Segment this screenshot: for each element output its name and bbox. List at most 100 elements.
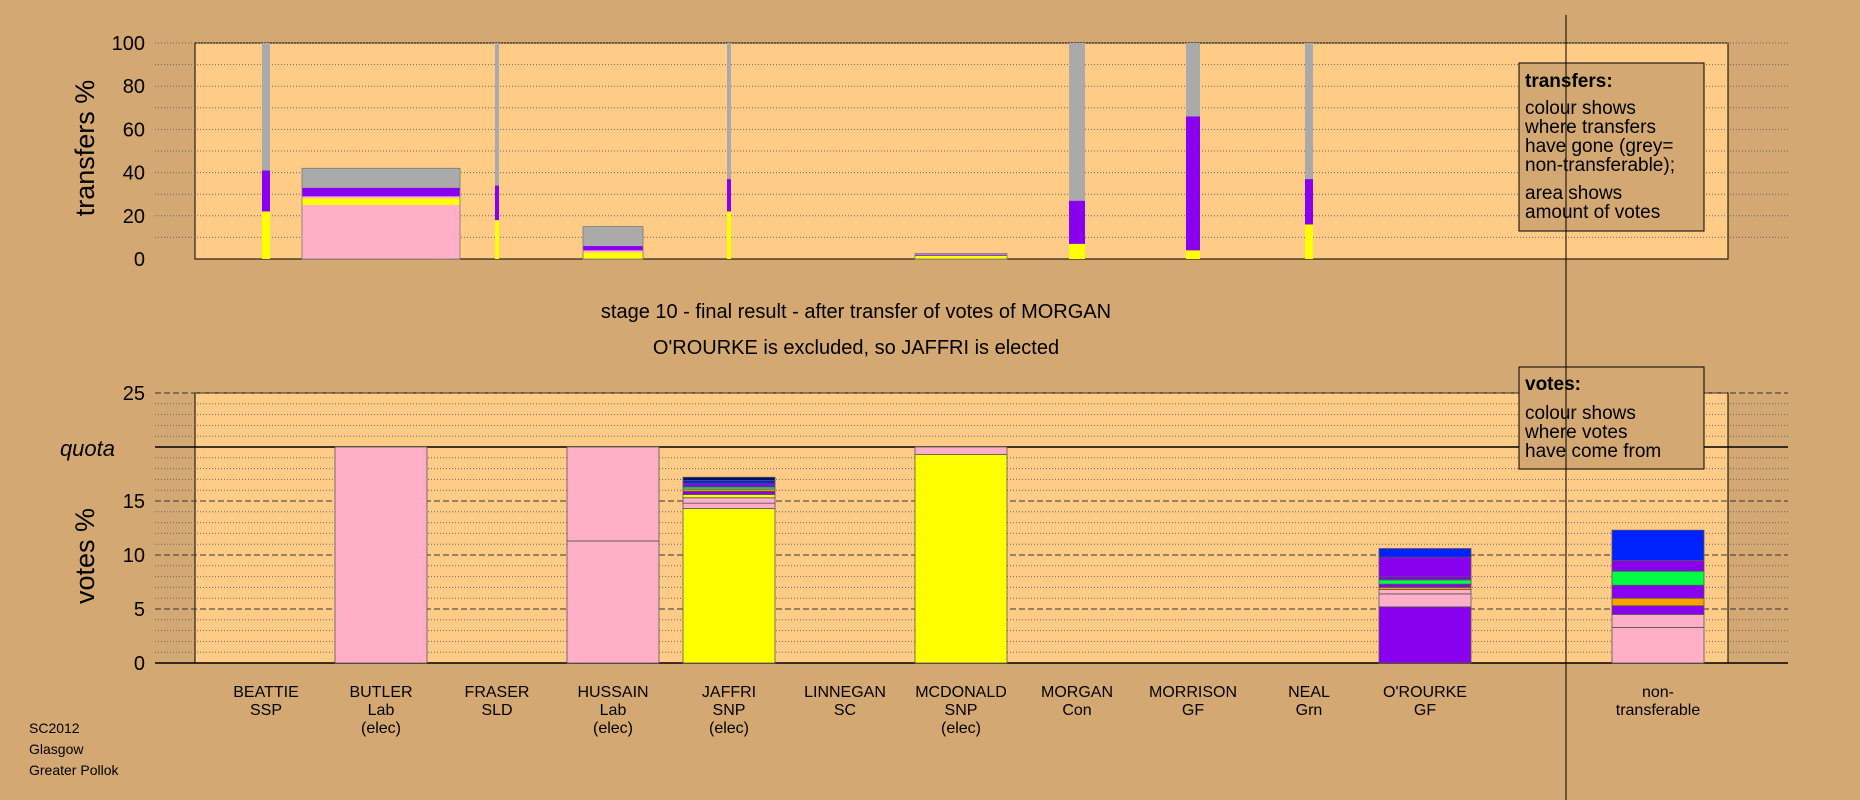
- transfers-bar-segment: [495, 220, 499, 259]
- candidate-party: Con: [1062, 702, 1091, 719]
- footer-line-1: SC2012: [29, 720, 80, 736]
- footer-line-2: Glasgow: [29, 741, 84, 757]
- transfers-bar-segment: [1069, 43, 1085, 201]
- candidate-name: JAFFRI: [702, 684, 756, 701]
- votes-legend-line: have come from: [1525, 441, 1661, 462]
- transfers-bar-segment: [495, 43, 499, 186]
- votes-bar-segment: [682, 490, 776, 495]
- transfers-bar-segment: [915, 255, 1007, 259]
- transfers-y-tick-label: 80: [123, 76, 145, 98]
- candidate-party: SNP: [945, 702, 978, 719]
- candidate-party: Lab: [368, 702, 395, 719]
- votes-bar-segment: [1611, 529, 1705, 561]
- transfers-legend-line: where transfers: [1524, 117, 1656, 138]
- transfers-gridlines: [155, 42, 1788, 238]
- votes-bar-segment: [1378, 576, 1472, 581]
- votes-bar-segment: [1611, 570, 1705, 586]
- transfers-y-ticks: 0 20 40 60 80 100: [112, 33, 145, 271]
- candidate-party: Grn: [1296, 702, 1323, 719]
- transfers-bar-outline: [914, 253, 1008, 260]
- transfers-y-tick-label: 60: [123, 119, 145, 141]
- transfers-bar-segment: [1305, 43, 1313, 180]
- votes-bar-segment: [682, 483, 776, 488]
- transfers-bar-segment: [583, 226, 643, 247]
- transfers-bar-segment: [262, 170, 270, 212]
- votes-bar-segment: [1378, 589, 1472, 595]
- votes-y-ticks: 0 5 10 15 25: [123, 383, 145, 675]
- transfers-legend-line: amount of votes: [1525, 202, 1660, 223]
- candidate-name: BEATTIE: [233, 684, 299, 701]
- candidate-party: GF: [1182, 702, 1204, 719]
- votes-bar-segment: [682, 508, 776, 664]
- candidate-party: SNP: [713, 702, 746, 719]
- candidate-party: SSP: [250, 702, 282, 719]
- transfers-bar-segment: [1186, 116, 1200, 251]
- candidate-name: O'ROURKE: [1383, 684, 1467, 701]
- transfers-legend: transfers: colour shows where transfers …: [1518, 62, 1705, 232]
- transfers-bars: [262, 43, 1313, 260]
- votes-bar-segment: [1378, 583, 1472, 588]
- votes-legend-title: votes:: [1525, 374, 1581, 395]
- votes-bar-segment: [682, 476, 776, 481]
- transfers-bar-outline: [582, 226, 644, 260]
- votes-bar-segment: [1378, 556, 1472, 577]
- votes-y-axis-title: votes %: [70, 508, 100, 604]
- transfers-bar-segment: [1069, 243, 1085, 259]
- votes-bar-segment: [566, 446, 660, 542]
- transfers-legend-line: non-transferable);: [1525, 155, 1675, 176]
- outcome-caption: O'ROURKE is excluded, so JAFFRI is elect…: [653, 337, 1059, 359]
- votes-legend: votes: colour shows where votes have com…: [1518, 366, 1705, 470]
- candidate-status: (elec): [593, 720, 633, 737]
- candidate-name: LINNEGAN: [804, 684, 886, 701]
- votes-bar-segment: [1611, 626, 1705, 664]
- candidate-status: (elec): [941, 720, 981, 737]
- transfers-bar-segment: [583, 252, 643, 259]
- votes-bar-segment: [1378, 606, 1472, 664]
- votes-bar-segment: [682, 480, 776, 485]
- votes-y-tick-label: 25: [123, 383, 145, 405]
- votes-bars: [334, 446, 1705, 664]
- candidate-name: HUSSAIN: [577, 684, 648, 701]
- candidate-party: GF: [1414, 702, 1436, 719]
- transfers-bar-segment: [1305, 224, 1313, 259]
- stage-caption: stage 10 - final result - after transfer…: [601, 301, 1111, 323]
- transfers-bar-segment: [262, 43, 270, 171]
- transfers-bar-segment: [302, 205, 460, 259]
- quota-label: quota: [60, 436, 115, 461]
- votes-bar-segment: [1378, 593, 1472, 608]
- transfers-y-axis-title: transfers %: [70, 80, 100, 217]
- votes-bar-segment: [914, 446, 1008, 455]
- candidate-name: MORGAN: [1041, 684, 1113, 701]
- votes-bar-segment: [682, 502, 776, 509]
- votes-bar-segment: [1611, 584, 1705, 599]
- candidate-name: non-: [1642, 684, 1674, 701]
- transfers-bar-segment: [1186, 43, 1200, 117]
- votes-bar-segment: [682, 497, 776, 504]
- transfers-bar-segment: [1069, 200, 1085, 244]
- candidate-name: FRASER: [465, 684, 530, 701]
- transfers-legend-line: colour shows: [1525, 98, 1636, 119]
- transfers-legend-title: transfers:: [1525, 71, 1613, 92]
- candidate-name: BUTLER: [349, 684, 412, 701]
- votes-bar-segment: [1611, 560, 1705, 572]
- votes-y-tick-label: 10: [123, 545, 145, 567]
- candidate-name: NEAL: [1288, 684, 1330, 701]
- transfers-bar-outline: [301, 167, 461, 260]
- transfers-bar-segment: [302, 196, 460, 199]
- transfers-bar-segment: [727, 43, 731, 180]
- votes-legend-line: colour shows: [1525, 403, 1636, 424]
- votes-legend-line: where votes: [1524, 422, 1627, 443]
- transfers-bar-segment: [915, 253, 1007, 255]
- transfers-bar-segment: [1305, 179, 1313, 225]
- transfers-y-tick-label: 20: [123, 206, 145, 228]
- votes-bar-segment: [566, 540, 660, 664]
- transfers-bar-segment: [302, 187, 460, 197]
- transfers-bar-segment: [302, 168, 460, 188]
- candidate-labels: BEATTIESSPBUTLERLab(elec)FRASERSLDHUSSAI…: [233, 684, 1700, 737]
- transfers-bar-segment: [727, 179, 731, 212]
- votes-bar-segment: [1378, 579, 1472, 585]
- votes-bar-segment: [1611, 605, 1705, 615]
- votes-bar-segment: [334, 446, 428, 664]
- votes-bar-segment: [1611, 597, 1705, 607]
